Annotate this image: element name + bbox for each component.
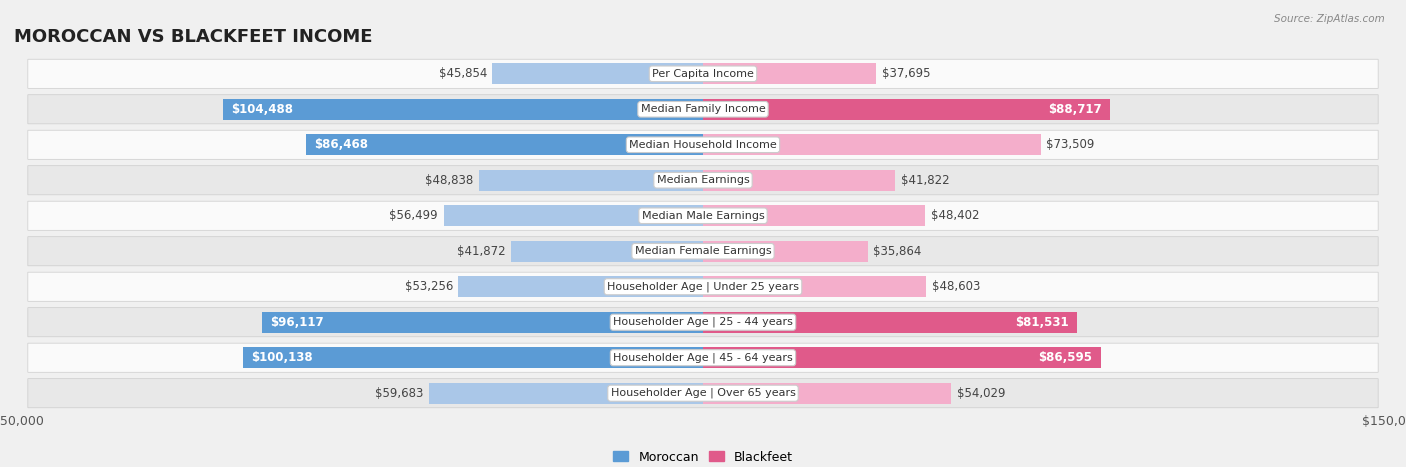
Bar [307,134,703,155]
Bar [262,312,703,333]
Text: Source: ZipAtlas.com: Source: ZipAtlas.com [1274,14,1385,24]
Text: $96,117: $96,117 [270,316,323,329]
FancyBboxPatch shape [28,237,1378,266]
Text: Householder Age | Under 25 years: Householder Age | Under 25 years [607,282,799,292]
Text: $86,468: $86,468 [314,138,368,151]
FancyBboxPatch shape [28,379,1378,408]
FancyBboxPatch shape [28,201,1378,230]
Text: $56,499: $56,499 [389,209,439,222]
Bar [703,170,896,191]
Bar [478,170,703,191]
Bar [703,347,1101,368]
Text: $59,683: $59,683 [375,387,423,400]
FancyBboxPatch shape [28,308,1378,337]
Text: $41,872: $41,872 [457,245,505,258]
Text: Median Male Earnings: Median Male Earnings [641,211,765,221]
Bar [224,99,703,120]
Text: $37,695: $37,695 [882,67,931,80]
FancyBboxPatch shape [28,95,1378,124]
Text: Median Family Income: Median Family Income [641,104,765,114]
Bar [510,241,703,262]
Text: $86,595: $86,595 [1039,351,1092,364]
Text: Median Earnings: Median Earnings [657,175,749,185]
Bar [443,205,703,226]
Text: $88,717: $88,717 [1049,103,1102,116]
Bar [703,99,1111,120]
Text: $53,256: $53,256 [405,280,453,293]
Text: $54,029: $54,029 [956,387,1005,400]
Text: $81,531: $81,531 [1015,316,1069,329]
Text: Per Capita Income: Per Capita Income [652,69,754,79]
Text: $48,603: $48,603 [932,280,980,293]
Text: Householder Age | 45 - 64 years: Householder Age | 45 - 64 years [613,353,793,363]
Text: MOROCCAN VS BLACKFEET INCOME: MOROCCAN VS BLACKFEET INCOME [14,28,373,46]
Text: Median Female Earnings: Median Female Earnings [634,246,772,256]
FancyBboxPatch shape [28,59,1378,88]
FancyBboxPatch shape [28,272,1378,301]
Text: $100,138: $100,138 [252,351,314,364]
Bar [492,64,703,84]
Bar [703,276,927,297]
Text: Householder Age | Over 65 years: Householder Age | Over 65 years [610,388,796,398]
Text: $45,854: $45,854 [439,67,486,80]
Text: Median Household Income: Median Household Income [628,140,778,150]
Text: $41,822: $41,822 [901,174,949,187]
Text: $35,864: $35,864 [873,245,921,258]
FancyBboxPatch shape [28,166,1378,195]
Bar [429,383,703,403]
FancyBboxPatch shape [28,343,1378,372]
Bar [458,276,703,297]
Text: $73,509: $73,509 [1046,138,1094,151]
Bar [703,205,925,226]
Bar [703,241,868,262]
FancyBboxPatch shape [28,130,1378,159]
Text: $104,488: $104,488 [232,103,294,116]
Text: $48,838: $48,838 [425,174,474,187]
Text: $48,402: $48,402 [931,209,980,222]
Bar [703,64,876,84]
Bar [703,134,1040,155]
Text: Householder Age | 25 - 44 years: Householder Age | 25 - 44 years [613,317,793,327]
Legend: Moroccan, Blackfeet: Moroccan, Blackfeet [609,446,797,467]
Bar [703,312,1077,333]
Bar [243,347,703,368]
Bar [703,383,950,403]
